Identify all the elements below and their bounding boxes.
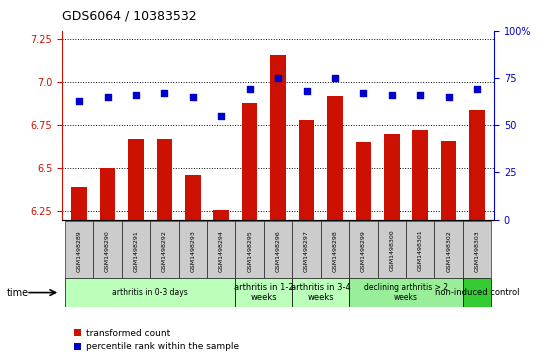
Text: GSM1498301: GSM1498301: [418, 230, 423, 272]
Point: [188, 94, 197, 100]
Bar: [179, 221, 207, 278]
Bar: [71, 187, 87, 220]
Bar: [377, 221, 406, 278]
Text: GSM1498300: GSM1498300: [389, 230, 394, 272]
Bar: [406, 221, 434, 278]
Text: arthritis in 1-2
weeks: arthritis in 1-2 weeks: [234, 283, 294, 302]
Bar: [349, 278, 463, 307]
Text: GSM1498292: GSM1498292: [162, 230, 167, 272]
Bar: [355, 142, 371, 220]
Bar: [207, 221, 235, 278]
Text: arthritis in 3-4
weeks: arthritis in 3-4 weeks: [291, 283, 350, 302]
Text: GSM1498290: GSM1498290: [105, 230, 110, 272]
Text: arthritis in 0-3 days: arthritis in 0-3 days: [112, 288, 188, 297]
Text: declining arthritis > 2
weeks: declining arthritis > 2 weeks: [364, 283, 448, 302]
Point: [75, 98, 84, 103]
Bar: [292, 278, 349, 307]
Point: [132, 92, 140, 98]
Text: GSM1498291: GSM1498291: [133, 230, 138, 272]
Bar: [93, 221, 122, 278]
Bar: [235, 221, 264, 278]
Bar: [185, 175, 201, 220]
Text: GSM1498293: GSM1498293: [190, 230, 195, 272]
Text: GSM1498303: GSM1498303: [475, 230, 480, 272]
Point: [416, 92, 424, 98]
Bar: [242, 103, 258, 220]
Text: GSM1498294: GSM1498294: [219, 230, 224, 272]
Point: [388, 92, 396, 98]
Bar: [157, 139, 172, 220]
Text: GSM1498298: GSM1498298: [333, 230, 338, 272]
Point: [274, 75, 282, 81]
Bar: [463, 221, 491, 278]
Bar: [413, 130, 428, 220]
Point: [103, 94, 112, 100]
Bar: [463, 278, 491, 307]
Legend: transformed count, percentile rank within the sample: transformed count, percentile rank withi…: [71, 325, 243, 355]
Bar: [264, 221, 292, 278]
Text: GSM1498289: GSM1498289: [77, 230, 82, 272]
Bar: [349, 221, 377, 278]
Bar: [441, 141, 456, 220]
Bar: [65, 221, 93, 278]
Text: time: time: [6, 288, 29, 298]
Point: [302, 88, 311, 94]
Bar: [384, 134, 400, 220]
Text: GSM1498299: GSM1498299: [361, 230, 366, 272]
Bar: [292, 221, 321, 278]
Text: GSM1498297: GSM1498297: [304, 230, 309, 272]
Point: [160, 90, 168, 96]
Point: [359, 90, 368, 96]
Bar: [213, 210, 229, 220]
Bar: [128, 139, 144, 220]
Bar: [434, 221, 463, 278]
Text: non-induced control: non-induced control: [435, 288, 519, 297]
Bar: [469, 110, 485, 220]
Bar: [65, 278, 235, 307]
Point: [217, 113, 226, 119]
Bar: [100, 168, 116, 220]
Bar: [321, 221, 349, 278]
Point: [472, 86, 481, 92]
Text: GSM1498295: GSM1498295: [247, 230, 252, 272]
Bar: [271, 55, 286, 220]
Bar: [122, 221, 150, 278]
Text: GSM1498296: GSM1498296: [275, 230, 281, 272]
Text: GDS6064 / 10383532: GDS6064 / 10383532: [62, 9, 197, 22]
Point: [444, 94, 453, 100]
Point: [330, 75, 339, 81]
Bar: [299, 120, 314, 220]
Bar: [235, 278, 292, 307]
Text: GSM1498302: GSM1498302: [446, 230, 451, 272]
Point: [245, 86, 254, 92]
Bar: [327, 96, 343, 220]
Bar: [150, 221, 179, 278]
